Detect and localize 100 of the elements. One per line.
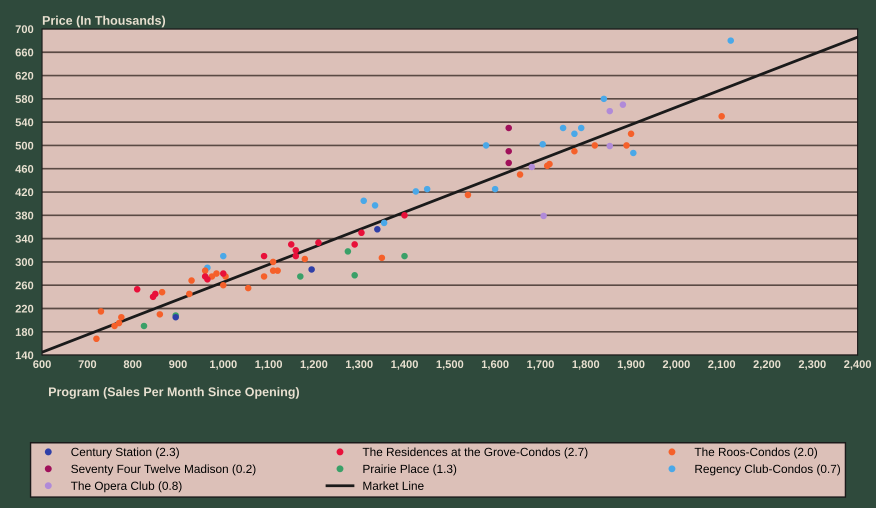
point <box>623 142 630 149</box>
x-tick-label: 1,400 <box>391 360 418 370</box>
point <box>358 230 365 236</box>
point <box>505 148 512 155</box>
point <box>116 320 122 326</box>
x-tick-label: 1,500 <box>436 360 464 370</box>
point <box>571 130 578 138</box>
x-tick-label: 1,600 <box>482 360 509 370</box>
point <box>288 241 295 248</box>
x-tick-label: 900 <box>169 360 187 368</box>
legend-label: Regency Club-Condos (0.7) <box>695 464 840 476</box>
point <box>578 124 584 132</box>
point <box>492 186 498 192</box>
point <box>718 113 725 120</box>
point <box>727 37 734 44</box>
point <box>270 258 276 266</box>
y-tick-label: 220 <box>16 304 34 313</box>
point <box>260 273 268 280</box>
point <box>378 254 386 262</box>
y-tick-label: 700 <box>16 25 34 34</box>
point <box>98 308 104 315</box>
x-tick-label: 1,900 <box>618 360 645 370</box>
y-tick-label: 180 <box>16 328 34 336</box>
legend-label: The Residences at the Grove-Condos (2.7) <box>362 447 588 458</box>
point <box>244 284 252 292</box>
point <box>140 322 148 330</box>
point <box>297 273 304 280</box>
point <box>134 286 140 293</box>
legend-label: Market Line <box>363 481 424 490</box>
x-tick-label: 2,200 <box>753 360 780 370</box>
point <box>505 160 512 166</box>
point <box>118 314 125 320</box>
point <box>315 239 322 246</box>
point <box>220 252 227 260</box>
y-axis-title: Price (In Thousands) <box>42 16 166 28</box>
legend-label: Century Station (2.3) <box>71 447 179 458</box>
point <box>606 108 614 114</box>
point <box>606 142 614 150</box>
point <box>204 276 211 283</box>
y-tick-label: 260 <box>16 281 34 290</box>
point <box>546 160 553 168</box>
legend-title: Program (Sales Per Month Since Opening) <box>49 387 299 399</box>
point <box>220 270 227 277</box>
x-tick-label: 700 <box>78 360 96 368</box>
point <box>516 171 524 178</box>
point <box>292 247 300 254</box>
point <box>274 267 281 274</box>
y-tick-label: 500 <box>16 142 34 150</box>
point <box>308 266 315 273</box>
point <box>292 252 300 260</box>
y-tick-label: 580 <box>16 95 34 103</box>
point <box>158 288 166 296</box>
y-tick-label: 300 <box>15 258 34 266</box>
point <box>213 270 220 277</box>
point <box>188 277 195 284</box>
point <box>571 148 578 155</box>
point <box>505 124 512 132</box>
point <box>592 142 598 149</box>
y-tick-label: 620 <box>16 72 34 80</box>
point <box>351 272 358 279</box>
point <box>152 290 159 298</box>
point <box>260 252 268 260</box>
legend-label: Prairie Place (1.3) <box>363 464 456 476</box>
x-tick-label: 600 <box>33 360 51 368</box>
point <box>344 248 352 255</box>
point <box>412 188 420 195</box>
y-tick-label: 380 <box>15 212 34 220</box>
legend-label: Seventy Four Twelve Madison (0.2) <box>71 464 256 476</box>
x-tick-label: 1,800 <box>572 360 600 370</box>
point <box>360 198 367 204</box>
point <box>156 311 164 318</box>
y-tick-label: 540 <box>16 118 34 126</box>
x-tick-label: 2,100 <box>708 360 736 370</box>
x-tick-label: 1,000 <box>210 360 237 370</box>
legend-label: The Roos-Condos (2.0) <box>694 447 818 458</box>
point <box>351 241 358 248</box>
point <box>424 186 430 192</box>
point <box>220 282 227 288</box>
point <box>600 96 608 102</box>
x-tick-label: 1,700 <box>527 360 554 370</box>
x-tick-label: 1,100 <box>255 360 282 370</box>
x-tick-label: 1,300 <box>346 360 373 370</box>
point <box>560 124 566 132</box>
point <box>528 164 536 170</box>
point <box>620 101 626 108</box>
point <box>302 256 308 262</box>
x-tick-label: 2,000 <box>662 360 690 370</box>
point <box>628 130 634 138</box>
legend-label: The Opera Club (0.8) <box>70 481 182 492</box>
y-tick-label: 460 <box>15 164 34 173</box>
point <box>539 141 546 148</box>
point <box>202 267 208 274</box>
point <box>401 212 408 219</box>
x-tick-label: 800 <box>124 360 142 368</box>
x-tick-label: 1,200 <box>300 360 328 370</box>
point <box>380 220 388 226</box>
y-tick-label: 660 <box>16 48 34 56</box>
point <box>482 142 490 149</box>
point <box>93 336 100 342</box>
point <box>464 192 472 198</box>
